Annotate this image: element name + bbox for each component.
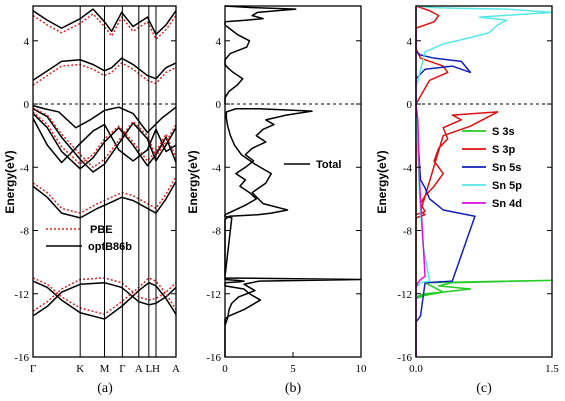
panel-b-x-ticks: 0 5 10 — [222, 352, 367, 375]
panel-b-y-ticks: 4 0 -4 -8 -12 -16 — [206, 36, 361, 364]
y-tick-label: -4 — [20, 162, 30, 174]
x-tick-label: 5 — [290, 363, 296, 375]
dos-line-s-3s — [415, 6, 553, 357]
panel-a-label: (a) — [97, 381, 113, 396]
x-tick-label: K — [76, 363, 84, 375]
band-line-pbe-1 — [32, 277, 177, 312]
y-tick-label: 0 — [407, 99, 413, 111]
band-line-optb86b-3 — [32, 108, 177, 173]
panel-b-label: (b) — [285, 381, 302, 396]
band-line-pbe-6 — [32, 13, 177, 40]
y-tick-label: 4 — [24, 36, 30, 48]
panel-c-legend: S 3s S 3p Sn 5s Sn 5p Sn 4d — [462, 126, 522, 210]
y-tick-label: -12 — [14, 289, 29, 301]
panel-c-x-ticks: 0.0 1.5 — [409, 352, 559, 375]
y-tick-label: -16 — [206, 352, 221, 364]
x-tick-label: Γ — [30, 363, 36, 375]
panel-b: 4 0 -4 -8 -12 -16 0 5 10 Energy(eV) (b) Total — [186, 5, 367, 396]
x-tick-label: Γ — [119, 363, 125, 375]
panel-a-y-ticks: 4 0 -4 -8 -12 -16 — [14, 36, 176, 364]
dos-line-sn-5s — [415, 51, 476, 357]
legend-label-s-3p: S 3p — [492, 144, 516, 156]
dos-line-total — [224, 108, 362, 357]
band-line-pbe-3 — [32, 107, 177, 169]
y-tick-label: -8 — [403, 226, 413, 238]
x-tick-label: A — [135, 363, 143, 375]
y-tick-label: -12 — [206, 289, 221, 301]
y-tick-label: 4 — [216, 36, 222, 48]
y-tick-label: -16 — [14, 352, 29, 364]
dos-line-s-3p — [415, 5, 499, 357]
y-tick-label: -8 — [212, 226, 222, 238]
band-line-optb86b-2 — [32, 181, 177, 219]
x-tick-label: 0.0 — [409, 363, 423, 375]
panel-c-plot-area — [415, 5, 553, 357]
band-line-optb86b-4 — [32, 112, 177, 170]
y-tick-label: 4 — [407, 36, 413, 48]
legend-label-total: Total — [316, 159, 341, 171]
dos-line-sn-5p — [415, 5, 553, 357]
y-tick-label: -4 — [212, 162, 222, 174]
x-tick-label: A — [172, 363, 180, 375]
legend-label-pbe: PBE — [90, 224, 113, 236]
panel-c-label: (c) — [476, 381, 492, 396]
band-line-optb86b-1 — [32, 281, 177, 317]
legend-label-optb86b: optB86b — [88, 241, 132, 253]
legend-label-sn-5s: Sn 5s — [492, 162, 521, 174]
panel-b-legend: Total — [284, 159, 341, 171]
y-tick-label: -4 — [403, 162, 413, 174]
panel-c: 40-4-8-12-16 0.0 1.5 Energy(eV) (c) S 3sS… — [375, 5, 559, 396]
band-line-pbe-4 — [32, 111, 177, 165]
y-tick-label: 0 — [24, 99, 30, 111]
x-tick-label: H — [152, 363, 160, 375]
legend-label-sn-4d: Sn 4d — [492, 198, 522, 210]
y-tick-label: 0 — [216, 99, 222, 111]
legend-label-s-3s: S 3s — [492, 126, 515, 138]
panel-a-legend: PBE optB86b — [46, 224, 132, 253]
y-tick-label: -16 — [397, 352, 412, 364]
band-line-optb86b-5 — [32, 117, 177, 164]
x-tick-label: M — [100, 363, 110, 375]
x-tick-label: L — [145, 363, 152, 375]
panel-b-frame — [224, 5, 362, 358]
panel-a-y-label: Energy(eV) — [3, 150, 17, 213]
panel-c-frame — [415, 5, 553, 358]
x-tick-label: 1.5 — [545, 363, 559, 375]
band-line-optb86b-0 — [32, 280, 177, 320]
y-tick-label: -12 — [397, 289, 412, 301]
band-line-pbe-0 — [32, 277, 177, 316]
dos-line-total-conduction- — [224, 5, 297, 105]
x-tick-label: 10 — [356, 363, 368, 375]
panel-b-plot-area — [224, 5, 362, 357]
x-tick-label: 0 — [222, 363, 228, 375]
panel-c-y-ticks: 4 0 -4 -8 -12 -16 — [397, 36, 552, 364]
panel-b-y-label: Energy(eV) — [186, 150, 200, 213]
band-line-pbe-2 — [32, 176, 177, 214]
legend-label-sn-5p: Sn 5p — [492, 180, 522, 192]
y-tick-label: -8 — [20, 226, 30, 238]
panel-c-y-label: Energy(eV) — [375, 150, 389, 213]
